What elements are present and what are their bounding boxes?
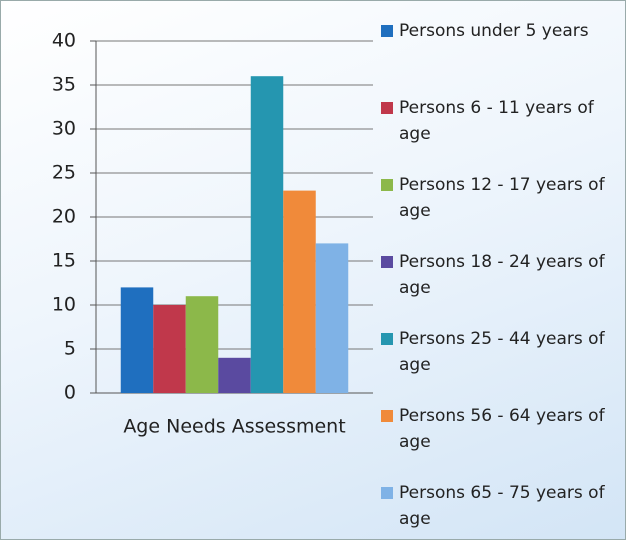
- y-tick-label: 40: [52, 30, 76, 52]
- legend-item: Persons 25 - 44 years of age: [381, 326, 621, 378]
- y-tick-label: 30: [52, 118, 76, 140]
- legend-swatch: [381, 179, 393, 191]
- x-tick-label: Age Needs Assessment: [123, 416, 345, 438]
- legend-swatch: [381, 410, 393, 422]
- legend-swatch: [381, 333, 393, 345]
- y-tick-label: 10: [52, 294, 76, 316]
- legend-item: Persons 12 - 17 years of age: [381, 172, 621, 224]
- legend-item: Persons under 5 years: [381, 18, 621, 44]
- legend-label: Persons under 5 years: [399, 21, 589, 41]
- legend-item: Persons 65 - 75 years of age: [381, 480, 621, 532]
- y-tick-label: 20: [52, 206, 76, 228]
- legend-swatch: [381, 487, 393, 499]
- legend-item: Persons 6 - 11 years of age: [381, 95, 621, 147]
- bar: [250, 76, 284, 393]
- legend-item: Persons 56 - 64 years of age: [381, 403, 621, 455]
- y-tick-label: 5: [64, 338, 76, 360]
- legend-label: Persons 12 - 17 years of age: [399, 175, 605, 221]
- legend-swatch: [381, 102, 393, 114]
- bar: [153, 305, 186, 393]
- bar: [315, 243, 349, 393]
- bar: [185, 296, 219, 393]
- bar: [283, 190, 316, 393]
- y-tick-label: 25: [52, 162, 76, 184]
- legend-label: Persons 18 - 24 years of age: [399, 252, 605, 298]
- bar: [120, 287, 154, 393]
- legend-label: Persons 65 - 75 years of age: [399, 483, 605, 529]
- legend-label: Persons 25 - 44 years of age: [399, 329, 605, 375]
- y-tick-label: 15: [52, 250, 76, 272]
- legend-label: Persons 56 - 64 years of age: [399, 406, 605, 452]
- legend-item: Persons 18 - 24 years of age: [381, 249, 621, 301]
- y-tick-label: 35: [52, 74, 76, 96]
- legend-swatch: [381, 25, 393, 37]
- y-tick-label: 0: [64, 382, 76, 404]
- legend-swatch: [381, 256, 393, 268]
- bar: [218, 357, 251, 393]
- legend-label: Persons 6 - 11 years of age: [399, 98, 594, 144]
